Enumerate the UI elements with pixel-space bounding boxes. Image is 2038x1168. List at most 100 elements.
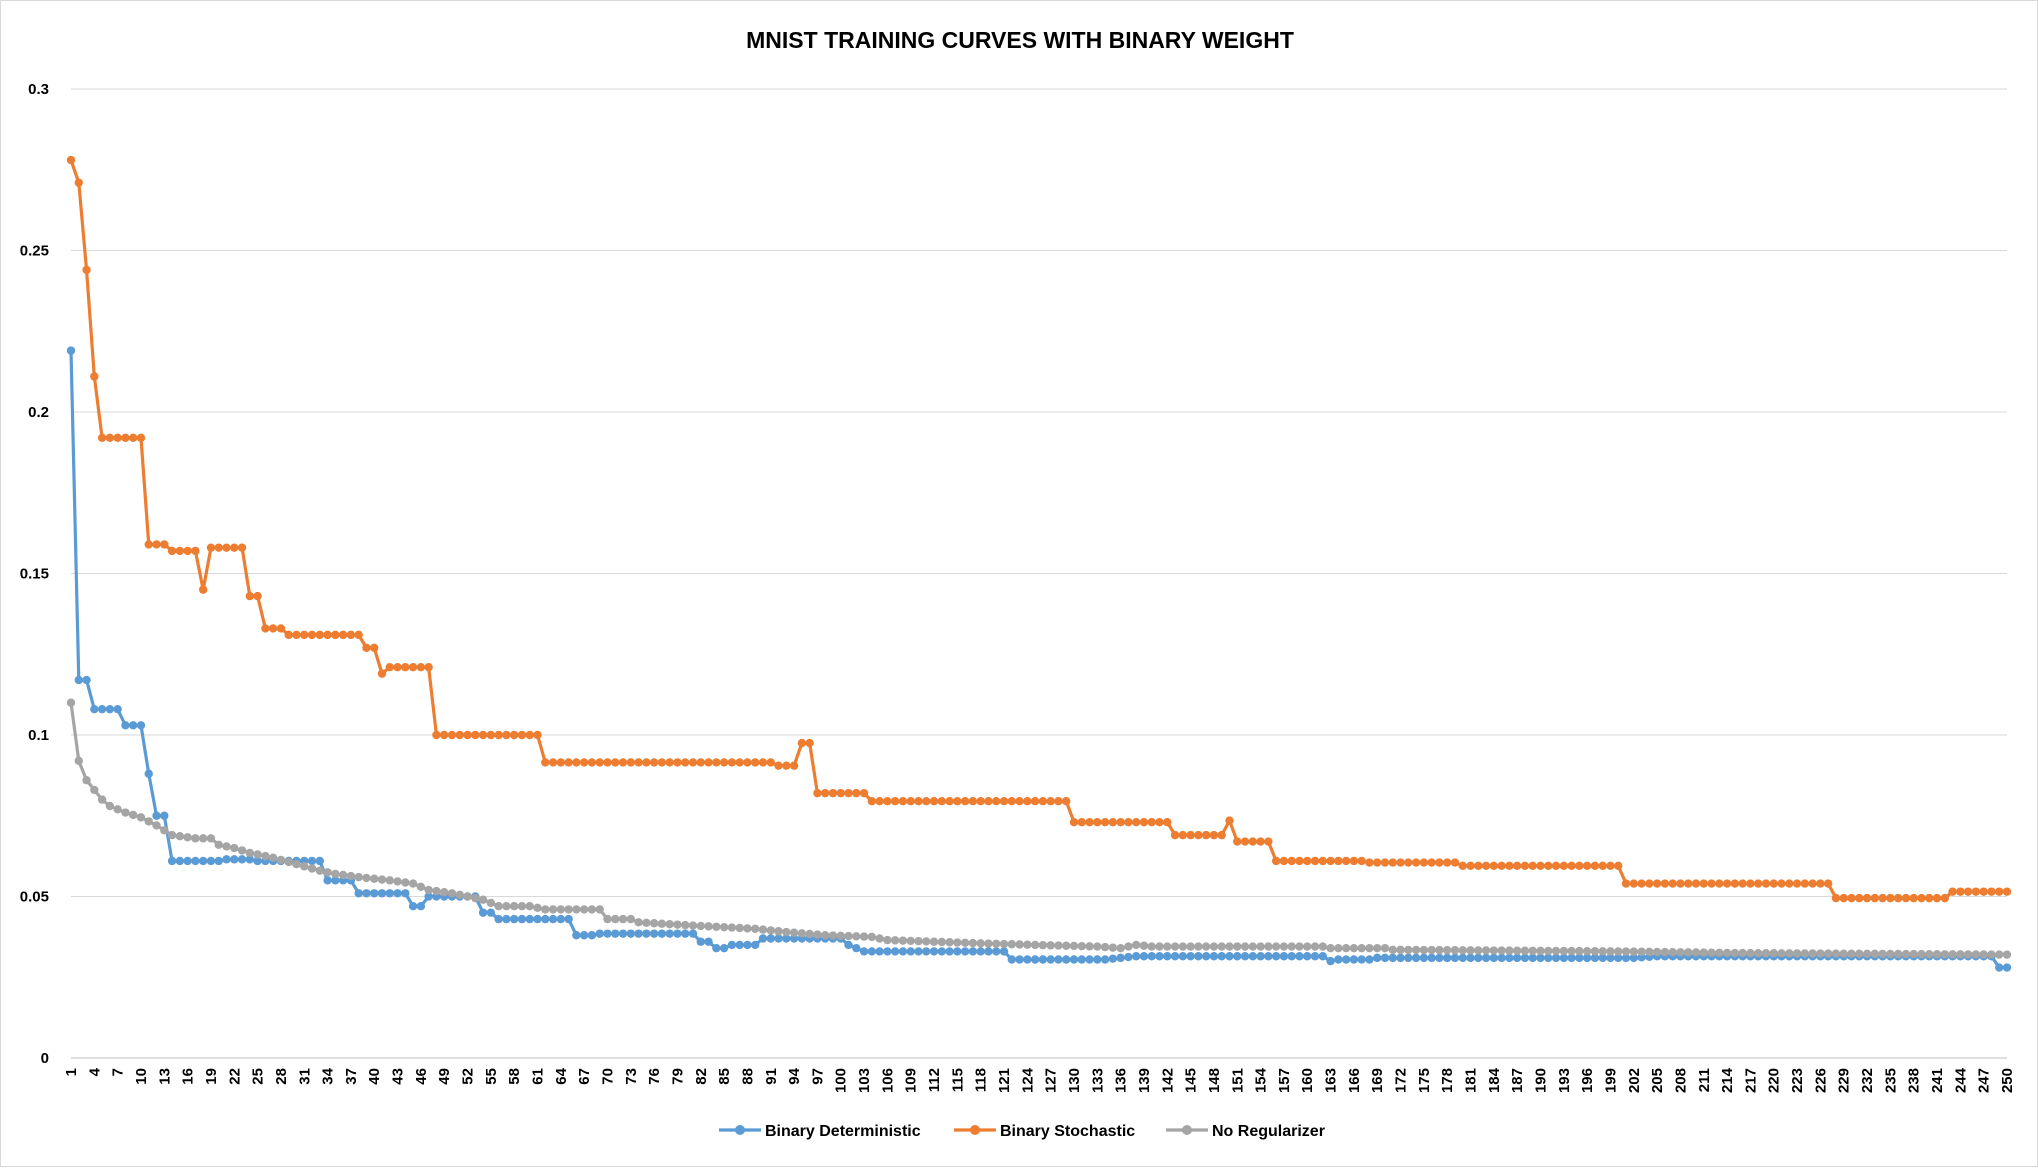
data-point	[813, 788, 822, 798]
data-point	[953, 947, 962, 956]
data-point	[1326, 956, 1335, 966]
data-point	[922, 797, 931, 806]
data-point	[1481, 861, 1491, 871]
data-point	[1528, 953, 1537, 963]
data-point	[517, 914, 527, 924]
data-point	[237, 846, 247, 855]
data-point	[766, 934, 775, 943]
data-point	[976, 939, 985, 948]
data-point	[1551, 861, 1561, 871]
data-point	[144, 817, 153, 826]
data-point	[1466, 861, 1475, 871]
data-point	[922, 947, 931, 956]
data-point	[1124, 942, 1133, 951]
data-point	[673, 920, 682, 929]
data-point	[517, 730, 527, 740]
data-point	[603, 758, 612, 767]
data-point	[1963, 887, 1973, 896]
x-tick-label: 238	[1906, 1068, 1923, 1093]
data-point	[1388, 945, 1397, 954]
data-point	[1559, 861, 1569, 871]
data-point	[797, 929, 807, 938]
data-point	[424, 885, 433, 895]
data-point	[1147, 952, 1156, 961]
data-point	[1357, 943, 1366, 953]
x-tick-label: 16	[180, 1068, 197, 1085]
data-point	[1046, 955, 1055, 964]
data-point	[665, 919, 674, 929]
data-point	[284, 857, 293, 867]
data-point	[1404, 945, 1413, 955]
data-point	[735, 758, 744, 767]
data-point	[1100, 818, 1110, 827]
x-tick-label: 55	[483, 1068, 500, 1085]
data-point	[105, 704, 115, 714]
data-point	[338, 870, 348, 880]
data-point	[393, 889, 402, 898]
data-point	[922, 937, 931, 946]
data-point	[976, 797, 985, 806]
data-point	[1287, 952, 1296, 961]
data-point	[649, 758, 659, 767]
data-point	[890, 936, 900, 945]
data-point	[245, 848, 255, 858]
data-point	[245, 591, 255, 601]
data-point	[66, 698, 76, 707]
x-tick-label: 25	[250, 1068, 267, 1085]
data-point	[1248, 952, 1258, 961]
data-point	[1823, 949, 1833, 958]
data-point	[1481, 953, 1491, 963]
data-point	[230, 855, 239, 864]
data-point	[758, 758, 768, 767]
data-point	[1085, 942, 1094, 951]
data-point	[1015, 955, 1024, 964]
data-point	[1186, 942, 1195, 951]
data-point	[1777, 949, 1786, 958]
data-point	[1505, 953, 1514, 963]
data-point	[1621, 947, 1631, 956]
data-point	[1489, 861, 1499, 871]
data-point	[1007, 797, 1016, 806]
data-point	[1248, 837, 1258, 846]
data-point	[1186, 952, 1195, 961]
data-point	[766, 758, 775, 767]
data-point	[502, 730, 511, 740]
data-point	[1147, 818, 1156, 827]
x-tick-label: 43	[390, 1068, 407, 1085]
y-tick-label: 0.1	[28, 727, 49, 744]
data-point	[1442, 945, 1452, 955]
data-point	[836, 788, 845, 798]
data-point	[121, 721, 130, 730]
x-tick-label: 232	[1859, 1068, 1876, 1093]
data-point	[1248, 942, 1258, 951]
data-point	[1396, 953, 1405, 963]
data-point	[1707, 948, 1716, 957]
x-tick-label: 235	[1882, 1068, 1899, 1093]
data-point	[160, 811, 169, 820]
data-point	[820, 931, 830, 940]
data-point	[828, 931, 838, 940]
x-tick-label: 61	[530, 1068, 547, 1085]
data-point	[307, 864, 317, 873]
data-point	[1062, 941, 1071, 950]
data-point	[1614, 861, 1623, 871]
data-point	[1497, 861, 1506, 871]
data-point	[1831, 949, 1841, 958]
data-point	[370, 889, 379, 898]
data-point	[1691, 948, 1701, 957]
data-point	[1349, 955, 1359, 964]
data-point	[789, 928, 799, 937]
data-point	[1271, 952, 1281, 961]
data-point	[401, 889, 410, 898]
data-point	[859, 788, 869, 798]
legend: Binary Deterministic Binary Stochastic No …	[719, 1123, 1325, 1140]
data-point	[929, 937, 939, 946]
data-point	[315, 630, 324, 640]
data-point	[852, 943, 861, 953]
data-point	[1108, 954, 1118, 963]
data-point	[1598, 861, 1607, 871]
data-point	[214, 856, 223, 866]
data-point	[478, 730, 488, 740]
data-point	[1271, 856, 1281, 866]
